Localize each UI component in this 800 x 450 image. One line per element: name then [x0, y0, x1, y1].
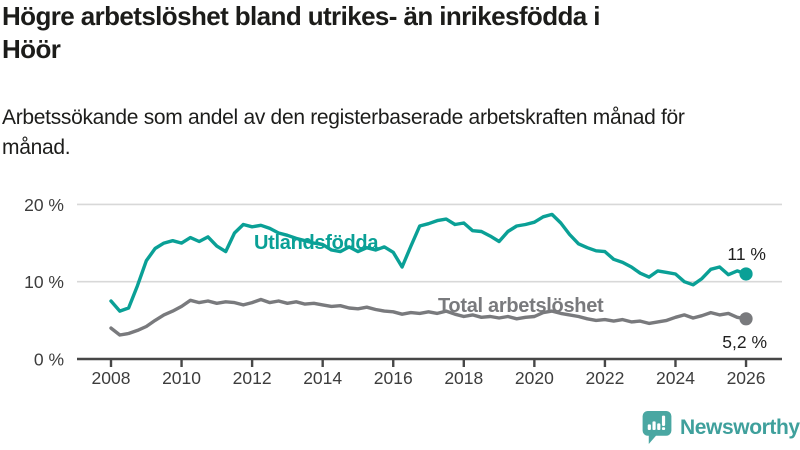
x-tick-label: 2014	[303, 368, 342, 388]
bar-low	[657, 423, 661, 431]
exclamation-dot	[661, 427, 666, 431]
x-tick-label: 2010	[162, 368, 201, 388]
x-tick-label: 2022	[585, 368, 624, 388]
title-line-2: Höör	[2, 34, 61, 64]
x-tick-label: 2016	[374, 368, 413, 388]
series-end-dot	[739, 267, 753, 281]
x-tick-label: 2026	[727, 368, 766, 388]
series-end-value: 5,2 %	[722, 332, 767, 352]
chart-title: Högre arbetslöshet bland utrikes- än inr…	[2, 0, 600, 66]
series-label-total: Total arbetslöshet	[438, 295, 604, 317]
brand-footer: Newsworthy	[641, 410, 800, 446]
series-label-utlandsfodda: Utlandsfödda	[254, 232, 379, 254]
brand-name: Newsworthy	[680, 416, 800, 439]
y-tick-label: 10 %	[24, 272, 64, 292]
x-tick-label: 2008	[92, 368, 131, 388]
series-end-value: 11 %	[727, 244, 766, 264]
newsworthy-logo-icon	[642, 411, 672, 444]
y-tick-label: 0 %	[34, 350, 64, 370]
series-line-utlandsfodda	[109, 212, 748, 313]
bar-medium	[652, 421, 656, 431]
x-tick-label: 2020	[515, 368, 554, 388]
y-tick-label: 20 %	[24, 195, 64, 215]
series-end-dot	[739, 312, 753, 326]
speech-bubble-shape	[642, 411, 672, 444]
x-tick-label: 2018	[444, 368, 483, 388]
bar-small	[647, 424, 651, 431]
x-tick-label: 2024	[656, 368, 695, 388]
exclamation-bar	[661, 415, 666, 426]
x-tick-label: 2012	[233, 368, 272, 388]
series-line-total	[109, 297, 748, 337]
title-line-1: Högre arbetslöshet bland utrikes- än inr…	[2, 1, 600, 31]
chart-subtitle: Arbetssökande som andel av den registerb…	[2, 106, 685, 159]
